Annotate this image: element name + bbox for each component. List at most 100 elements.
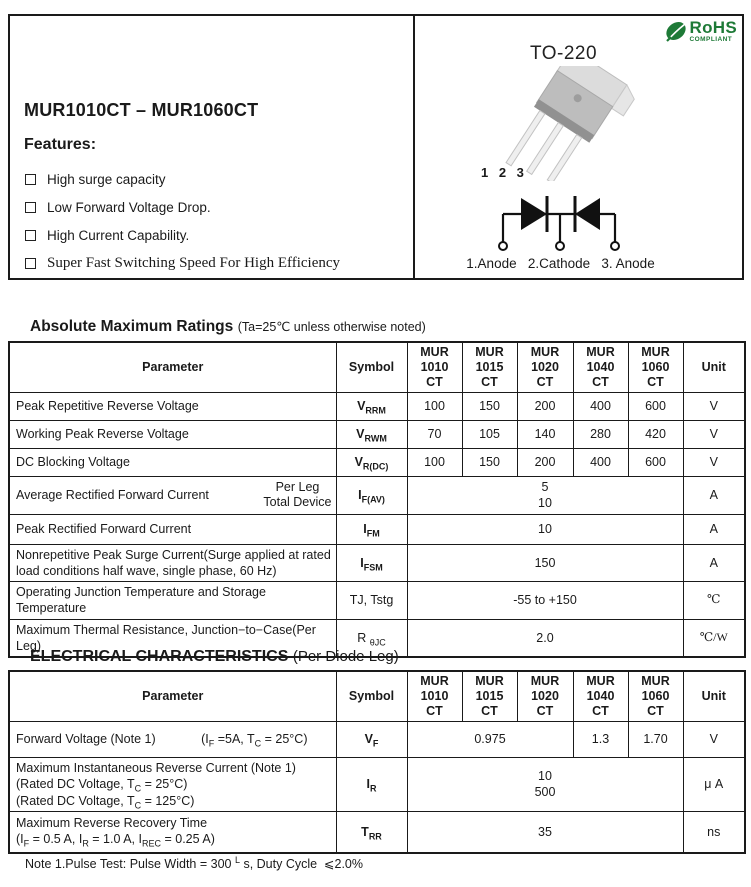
column-header: MUR 1060 CT [627, 341, 684, 393]
table-cell: 280 [572, 420, 629, 449]
table-cell: A [682, 543, 746, 582]
abs-max-subtitle: (Ta=25℃ unless otherwise noted) [237, 320, 426, 334]
absolute-maximum-ratings-table: Parameter Symbol MUR 1010 CT MUR 1015 CT MUR 1020… [8, 341, 746, 658]
pin-numbers: 1 2 3 [481, 165, 524, 180]
rohs-label: RoHS [689, 18, 737, 37]
checkbox-icon [25, 229, 36, 241]
abs-max-heading: Absolute Maximum Ratings (Ta=25℃ unless … [30, 318, 426, 336]
table-cell: 5 10 [406, 476, 684, 515]
header-box: MUR1010CT – MUR1060CT Features: High sur… [8, 14, 744, 280]
table-cell: 600 [627, 448, 684, 477]
table-header-row: Parameter Symbol MUR 1010 CT MUR 1015 CT MUR 1020… [8, 341, 746, 393]
table-cell: TRR [335, 810, 408, 854]
feature-item: Super Fast Switching Speed For High Effi… [25, 249, 340, 277]
column-header: Parameter [8, 670, 337, 722]
table-cell: 10 500 [406, 757, 684, 812]
features-heading: Features: [24, 136, 97, 153]
table-row: Working Peak Reverse Voltage VRWM 70 105 140… [8, 420, 746, 449]
table-cell: Average Rectified Forward Current Per Leg… [8, 476, 337, 515]
table-cell: VR(DC) [335, 448, 408, 477]
table-cell: ns [682, 810, 746, 854]
column-header: MUR 1015 CT [461, 670, 518, 722]
table-cell: -55 to +150 [406, 581, 684, 620]
table-cell: V [682, 448, 746, 477]
right-diode [573, 196, 600, 232]
electrical-title: ELECTRICAL CHARACTERISTICS [30, 648, 289, 665]
feature-text: High Current Capability. [47, 227, 190, 243]
table-cell: VF [335, 721, 408, 758]
table-cell: 600 [627, 392, 684, 421]
table-cell: 400 [572, 392, 629, 421]
table-header-row: Parameter Symbol MUR 1010 CT MUR 1015 CT MUR 1020… [8, 670, 746, 722]
table-cell: IFSM [335, 543, 408, 582]
feature-text: Super Fast Switching Speed For High Effi… [47, 254, 341, 271]
table-cell: Maximum Instantaneous Reverse Current (N… [8, 757, 337, 812]
column-header: Parameter [8, 341, 337, 393]
table-cell: 105 [461, 420, 518, 449]
table-cell: R θJC [335, 618, 408, 658]
part-number-title: MUR1010CT – MUR1060CT [24, 100, 259, 120]
table-row: Forward Voltage (Note 1) (IF =5A, TC = 25… [8, 721, 746, 758]
table-cell: DC Blocking Voltage [8, 448, 337, 477]
table-cell: Operating Junction Temperature and Stora… [8, 581, 337, 620]
table-cell: Nonrepetitive Peak Surge Current(Surge a… [8, 543, 337, 582]
feature-item: Low Forward Voltage Drop. [25, 193, 340, 221]
table-cell: 400 [572, 448, 629, 477]
table-cell: μ A [682, 757, 746, 812]
table-cell: 1.3 [572, 721, 629, 758]
table-cell: 70 [406, 420, 463, 449]
package-body-edge [533, 99, 595, 143]
column-header: MUR 1060 CT [627, 670, 684, 722]
to220-package-image [505, 66, 635, 181]
feature-item: High Current Capability. [25, 221, 340, 249]
electrical-heading: ELECTRICAL CHARACTERISTICS (Per Diode Le… [30, 648, 399, 666]
pinout-caption: 1.Anode 2.Cathode 3. Anode [466, 256, 655, 271]
table-cell: TJ, Tstg [335, 581, 408, 620]
table-cell: Working Peak Reverse Voltage [8, 420, 337, 449]
footnote: Note 1.Pulse Test: Pulse Width = 300 L s… [25, 854, 363, 871]
table-row: DC Blocking Voltage VR(DC) 100 150 200 400 600… [8, 448, 746, 477]
rohs-badge: RoHS COMPLIANT [664, 19, 737, 44]
table-cell: V [682, 721, 746, 758]
diode-schematic [498, 196, 620, 251]
table-cell: 0.975 [406, 721, 574, 758]
column-header: MUR 1020 CT [516, 341, 574, 393]
table-cell: IF(AV) [335, 476, 408, 515]
table-cell: IR [335, 757, 408, 812]
table-cell: 150 [406, 543, 684, 582]
table-cell: ℃ [682, 581, 746, 620]
table-cell: V [682, 420, 746, 449]
column-header: Unit [682, 341, 746, 393]
table-cell: 150 [461, 448, 518, 477]
table-cell: 1.70 [627, 721, 684, 758]
table-cell: ℃/W [682, 618, 746, 658]
feature-text: High surge capacity [47, 171, 166, 187]
table-cell: Maximum Reverse Recovery Time (IF = 0.5 A… [8, 810, 337, 854]
table-cell: 150 [461, 392, 518, 421]
electrical-subtitle: (Per Diode Leg) [292, 648, 399, 665]
product-info-panel: MUR1010CT – MUR1060CT Features: High sur… [10, 16, 415, 278]
table-cell: 420 [627, 420, 684, 449]
table-cell: 140 [516, 420, 574, 449]
column-header: MUR 1010 CT [406, 670, 463, 722]
column-header: Unit [682, 670, 746, 722]
feature-text: Low Forward Voltage Drop. [47, 199, 211, 215]
feature-item: High surge capacity [25, 165, 340, 193]
table-cell: 2.0 [406, 618, 684, 658]
table-cell: A [682, 476, 746, 515]
table-cell: A [682, 513, 746, 545]
table-row: Maximum Reverse Recovery Time (IF = 0.5 A… [8, 810, 746, 854]
column-header: Symbol [335, 341, 408, 393]
table-cell: VRRM [335, 392, 408, 421]
table-cell: VRWM [335, 420, 408, 449]
table-cell: 100 [406, 448, 463, 477]
column-header: MUR 1040 CT [572, 341, 629, 393]
electrical-characteristics-table: Parameter Symbol MUR 1010 CT MUR 1015 CT MUR 1020… [8, 670, 746, 855]
checkbox-icon [25, 173, 36, 185]
table-cell: Peak Rectified Forward Current [8, 513, 337, 545]
table-cell: 200 [516, 448, 574, 477]
table-row: Average Rectified Forward Current Per Leg… [8, 476, 746, 515]
checkbox-icon [25, 257, 36, 269]
column-header: MUR 1010 CT [406, 341, 463, 393]
